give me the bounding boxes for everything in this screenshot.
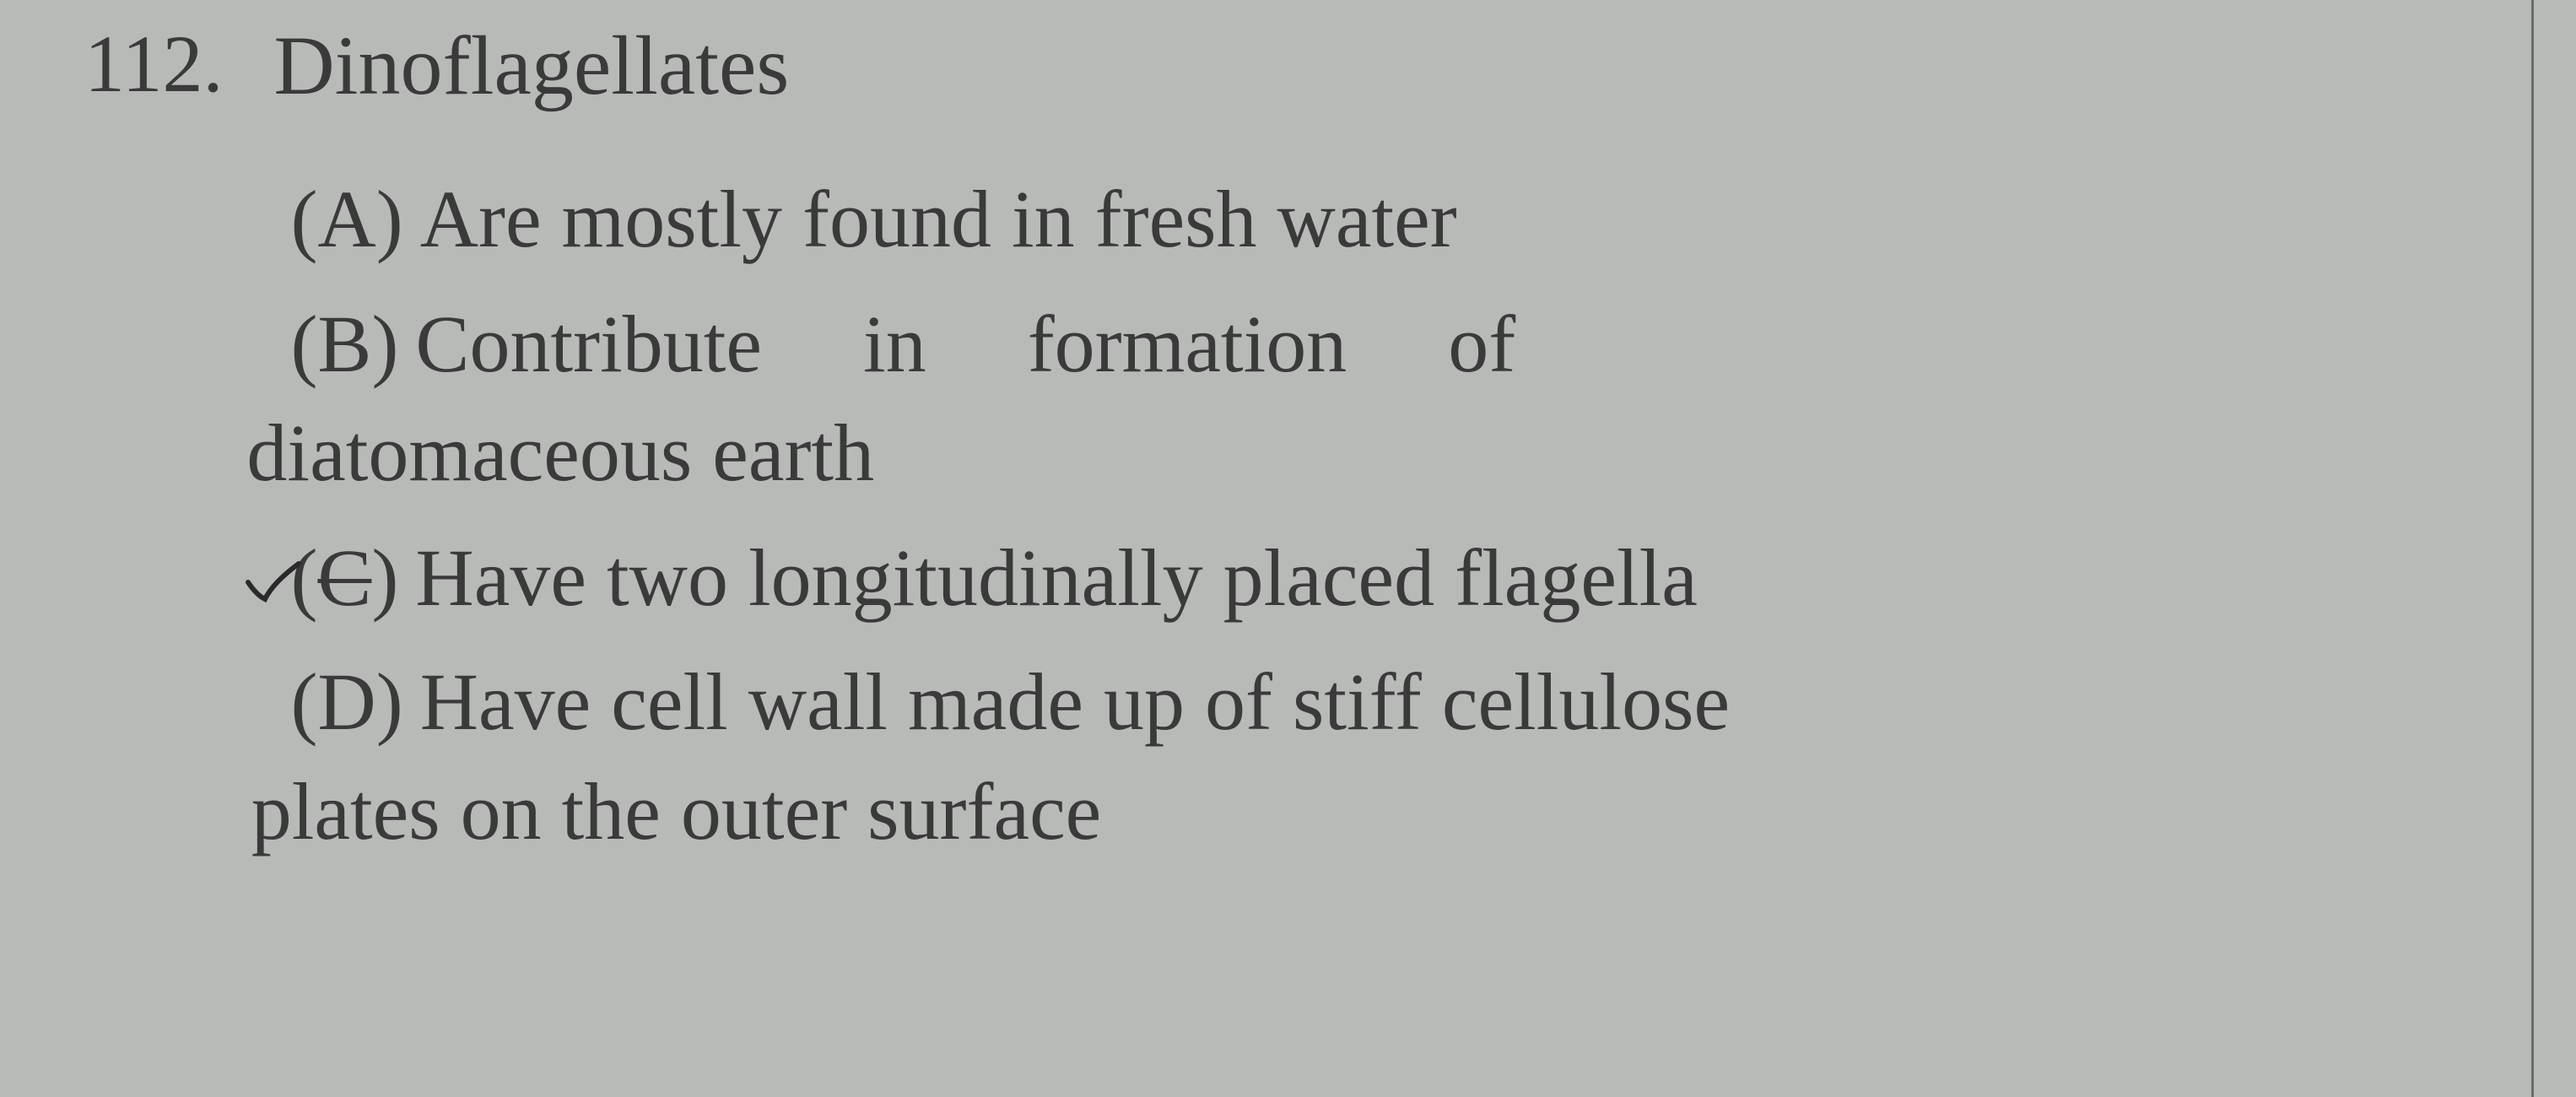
option-b-label: (B) bbox=[290, 289, 398, 399]
option-d-label: (D) bbox=[290, 647, 402, 757]
option-c: (C) Have two longitudinally placed flage… bbox=[290, 523, 2525, 633]
option-d-line1: Have cell wall made up of stiff cellulos… bbox=[420, 657, 1730, 747]
question-container: 112. Dinoflagellates (A) Are mostly foun… bbox=[84, 17, 2525, 882]
option-b: (B) Contribute in formation of diatomace… bbox=[290, 289, 2525, 508]
option-c-text: Have two longitudinally placed flagella bbox=[415, 523, 2525, 633]
option-d-line2: plates on the outer surface bbox=[251, 757, 1102, 867]
option-a-label: (A) bbox=[290, 165, 402, 274]
option-b-line1: Contribute in formation of bbox=[415, 299, 1515, 389]
option-a: (A) Are mostly found in fresh water bbox=[290, 165, 2525, 274]
question-content: Dinoflagellates (A) Are mostly found in … bbox=[273, 17, 2525, 882]
option-d-text: Have cell wall made up of stiff cellulos… bbox=[420, 647, 2525, 866]
option-c-label: (C) bbox=[290, 523, 398, 633]
question-number: 112. bbox=[84, 17, 223, 111]
options-list: (A) Are mostly found in fresh water (B) … bbox=[273, 165, 2525, 867]
option-b-text: Contribute in formation of diatomaceous … bbox=[415, 289, 2525, 508]
question-title: Dinoflagellates bbox=[273, 17, 2525, 114]
option-d: (D) Have cell wall made up of stiff cell… bbox=[290, 647, 2525, 866]
option-b-line2: diatomaceous earth bbox=[246, 398, 874, 508]
option-a-text: Are mostly found in fresh water bbox=[420, 165, 2525, 274]
check-mark-icon bbox=[244, 557, 303, 608]
page-margin-line bbox=[2531, 0, 2534, 1097]
